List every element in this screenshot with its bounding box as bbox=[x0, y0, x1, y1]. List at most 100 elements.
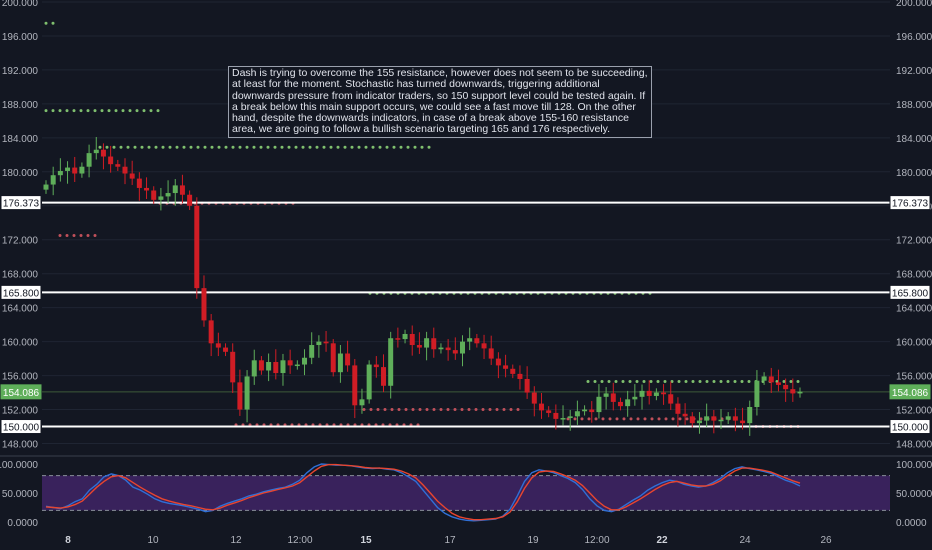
indicator-dot bbox=[114, 109, 118, 113]
candle-body bbox=[395, 338, 401, 340]
candle-body bbox=[359, 399, 365, 406]
indicator-dot bbox=[481, 408, 485, 412]
candle-body bbox=[416, 345, 422, 348]
price-tick-label: 196.000 bbox=[2, 32, 39, 43]
candle-body bbox=[172, 185, 178, 194]
stoch-tick-label: 0.0000 bbox=[896, 518, 927, 529]
level-labels: 176.373 176.373 165.800 165.800 150.000 150.0… bbox=[0, 195, 931, 435]
level-label-box bbox=[0, 419, 42, 435]
indicator-dot bbox=[600, 380, 604, 384]
indicator-dot bbox=[376, 408, 380, 412]
indicator-dot bbox=[775, 380, 779, 384]
candle-body bbox=[323, 341, 329, 344]
level-label: 150.000 bbox=[3, 423, 40, 434]
price-axis-left: 148.000 152.000 156.000 160.000 164.000 168.0… bbox=[0, 0, 38, 529]
indicator-dot bbox=[671, 417, 675, 421]
candle-body bbox=[625, 399, 631, 407]
candle-body bbox=[424, 338, 430, 348]
candle-body bbox=[783, 384, 789, 390]
indicator-dot bbox=[93, 233, 97, 237]
indicator-dot bbox=[397, 408, 401, 412]
price-tick-label: 148.000 bbox=[896, 440, 932, 451]
indicator-dot bbox=[79, 109, 83, 113]
indicator-dot bbox=[664, 417, 668, 421]
indicator-dot bbox=[371, 145, 375, 149]
candle-body bbox=[538, 403, 544, 411]
indicator-dot bbox=[677, 380, 681, 384]
candle-body bbox=[352, 365, 358, 406]
indicator-dot bbox=[439, 408, 443, 412]
indicator-dot bbox=[86, 109, 90, 113]
price-tick-label: 152.000 bbox=[896, 406, 932, 417]
indicator-dot bbox=[154, 145, 158, 149]
indicator-dot bbox=[72, 233, 76, 237]
indicator-dot bbox=[418, 408, 422, 412]
indicator-dot bbox=[650, 417, 654, 421]
horizontal-levels bbox=[42, 201, 890, 428]
indicator-dot bbox=[390, 408, 394, 412]
candle-body bbox=[761, 376, 767, 381]
level-label-box bbox=[0, 284, 42, 300]
candle-body bbox=[302, 357, 308, 365]
candle-body bbox=[589, 409, 595, 413]
indicator-dot bbox=[121, 109, 125, 113]
indicator-dot bbox=[105, 145, 109, 149]
candle-body bbox=[689, 416, 695, 424]
indicator-dot bbox=[140, 145, 144, 149]
indicator-dot bbox=[112, 145, 116, 149]
candle-body bbox=[72, 167, 78, 174]
indicator-dot bbox=[149, 109, 153, 113]
candle-body bbox=[258, 360, 264, 371]
indicator-dot bbox=[86, 233, 90, 237]
indicator-dot bbox=[636, 417, 640, 421]
indicator-dot bbox=[446, 408, 450, 412]
price-tick-label: 168.000 bbox=[2, 270, 39, 281]
candle-body bbox=[481, 343, 487, 349]
candle-body bbox=[711, 416, 717, 421]
candle-body bbox=[639, 390, 645, 397]
candle-body bbox=[747, 407, 753, 424]
candle-body bbox=[668, 394, 674, 404]
time-tick-label: 24 bbox=[739, 535, 751, 546]
indicator-dot bbox=[796, 380, 800, 384]
candle-body bbox=[366, 364, 372, 400]
candle-body bbox=[582, 409, 588, 412]
candle-body bbox=[740, 420, 746, 424]
indicator-dot bbox=[238, 145, 242, 149]
indicator-dot bbox=[629, 417, 633, 421]
stoch-tick-label: 100.0000 bbox=[0, 460, 38, 471]
candle-body bbox=[93, 149, 99, 154]
indicator-dot bbox=[161, 145, 165, 149]
indicator-dot bbox=[128, 109, 132, 113]
analysis-annotation: Dash is trying to overcome the 155 resis… bbox=[228, 66, 652, 138]
candle-body bbox=[266, 362, 272, 371]
candle-body bbox=[194, 205, 200, 289]
indicator-dot bbox=[656, 380, 660, 384]
candle-body bbox=[136, 178, 142, 188]
indicator-dot bbox=[51, 109, 55, 113]
candle-body bbox=[459, 341, 465, 354]
candle-body bbox=[158, 196, 164, 200]
price-axis-right: 148.000 152.000 156.000 160.000 164.000 168.0… bbox=[896, 0, 932, 529]
indicator-dot bbox=[712, 380, 716, 384]
price-tick-label: 160.000 bbox=[896, 338, 932, 349]
candle-body bbox=[560, 418, 566, 420]
level-label: 154.086 bbox=[892, 388, 929, 399]
indicator-dot bbox=[308, 145, 312, 149]
price-tick-label: 192.000 bbox=[896, 66, 932, 77]
indicator-dot bbox=[369, 408, 373, 412]
candle-body bbox=[452, 350, 458, 354]
indicator-dot bbox=[747, 380, 751, 384]
indicator-dot bbox=[79, 233, 83, 237]
candle-body bbox=[546, 410, 552, 413]
indicator-dot bbox=[573, 417, 577, 421]
indicator-dot bbox=[196, 145, 200, 149]
price-tick-label: 180.000 bbox=[896, 168, 932, 179]
indicator-dot bbox=[182, 145, 186, 149]
indicator-dot bbox=[467, 408, 471, 412]
indicator-dot bbox=[364, 145, 368, 149]
candle-body bbox=[388, 338, 394, 386]
indicator-dot bbox=[621, 380, 625, 384]
price-tick-label: 156.000 bbox=[2, 372, 39, 383]
